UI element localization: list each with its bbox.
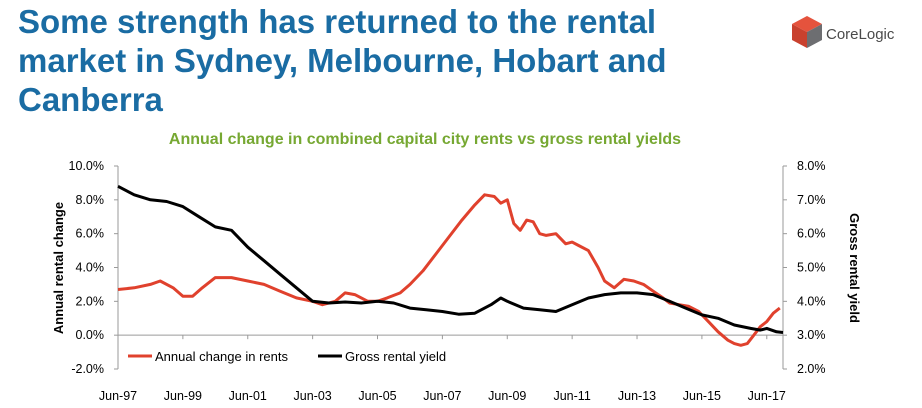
- left-axis-ticks: 10.0% 8.0% 6.0% 4.0% 2.0% 0.0% -2.0%: [69, 159, 118, 376]
- y2-tick-label: 4.0%: [797, 294, 826, 308]
- y-tick-label: 0.0%: [76, 328, 105, 342]
- x-tick-label: Jun-17: [748, 389, 786, 403]
- x-tick-label: Jun-03: [294, 389, 332, 403]
- y-tick-label: 6.0%: [76, 227, 105, 241]
- y-tick-label: 10.0%: [69, 159, 104, 173]
- legend: Annual change in rents Gross rental yiel…: [128, 349, 446, 364]
- x-axis-ticks: Jun-97 Jun-99 Jun-01 Jun-03 Jun-05 Jun-07 Jun-…: [99, 335, 786, 403]
- legend-label-yield: Gross rental yield: [345, 349, 446, 364]
- series-line-0: [117, 193, 781, 347]
- corelogic-cube-icon: [792, 16, 822, 48]
- right-axis-ticks: 8.0% 7.0% 6.0% 5.0% 4.0% 3.0% 2.0%: [783, 159, 826, 376]
- series-layer: [117, 184, 784, 347]
- y2-tick-label: 5.0%: [797, 261, 826, 275]
- y2-tick-label: 6.0%: [797, 227, 826, 241]
- y2-axis-title: Gross rental yield: [847, 213, 862, 323]
- x-tick-label: Jun-13: [618, 389, 656, 403]
- x-tick-label: Jun-11: [553, 389, 590, 403]
- x-tick-label: Jun-97: [99, 389, 137, 403]
- logo-wordmark: CoreLogic: [826, 26, 895, 43]
- x-tick-label: Jun-09: [488, 389, 526, 403]
- y2-tick-label: 8.0%: [797, 159, 826, 173]
- y2-tick-label: 7.0%: [797, 193, 826, 207]
- x-tick-label: Jun-15: [683, 389, 721, 403]
- x-tick-label: Jun-05: [358, 389, 396, 403]
- slide-title: Some strength has returned to the rental…: [18, 3, 667, 118]
- y-tick-label: 8.0%: [76, 193, 105, 207]
- legend-label-rents: Annual change in rents: [155, 349, 288, 364]
- y2-tick-label: 2.0%: [797, 362, 826, 376]
- y-tick-label: 2.0%: [76, 294, 105, 308]
- y-tick-label: 4.0%: [76, 261, 105, 275]
- chart-title: Annual change in combined capital city r…: [168, 131, 682, 148]
- corelogic-logo: CoreLogic: [790, 14, 920, 54]
- y-axis-title: Annual rental change: [51, 202, 66, 334]
- series-line-1: [117, 184, 784, 334]
- y-tick-label: -2.0%: [71, 362, 104, 376]
- x-tick-label: Jun-01: [229, 389, 267, 403]
- y2-tick-label: 3.0%: [797, 328, 826, 342]
- x-tick-label: Jun-99: [164, 389, 202, 403]
- x-tick-label: Jun-07: [423, 389, 461, 403]
